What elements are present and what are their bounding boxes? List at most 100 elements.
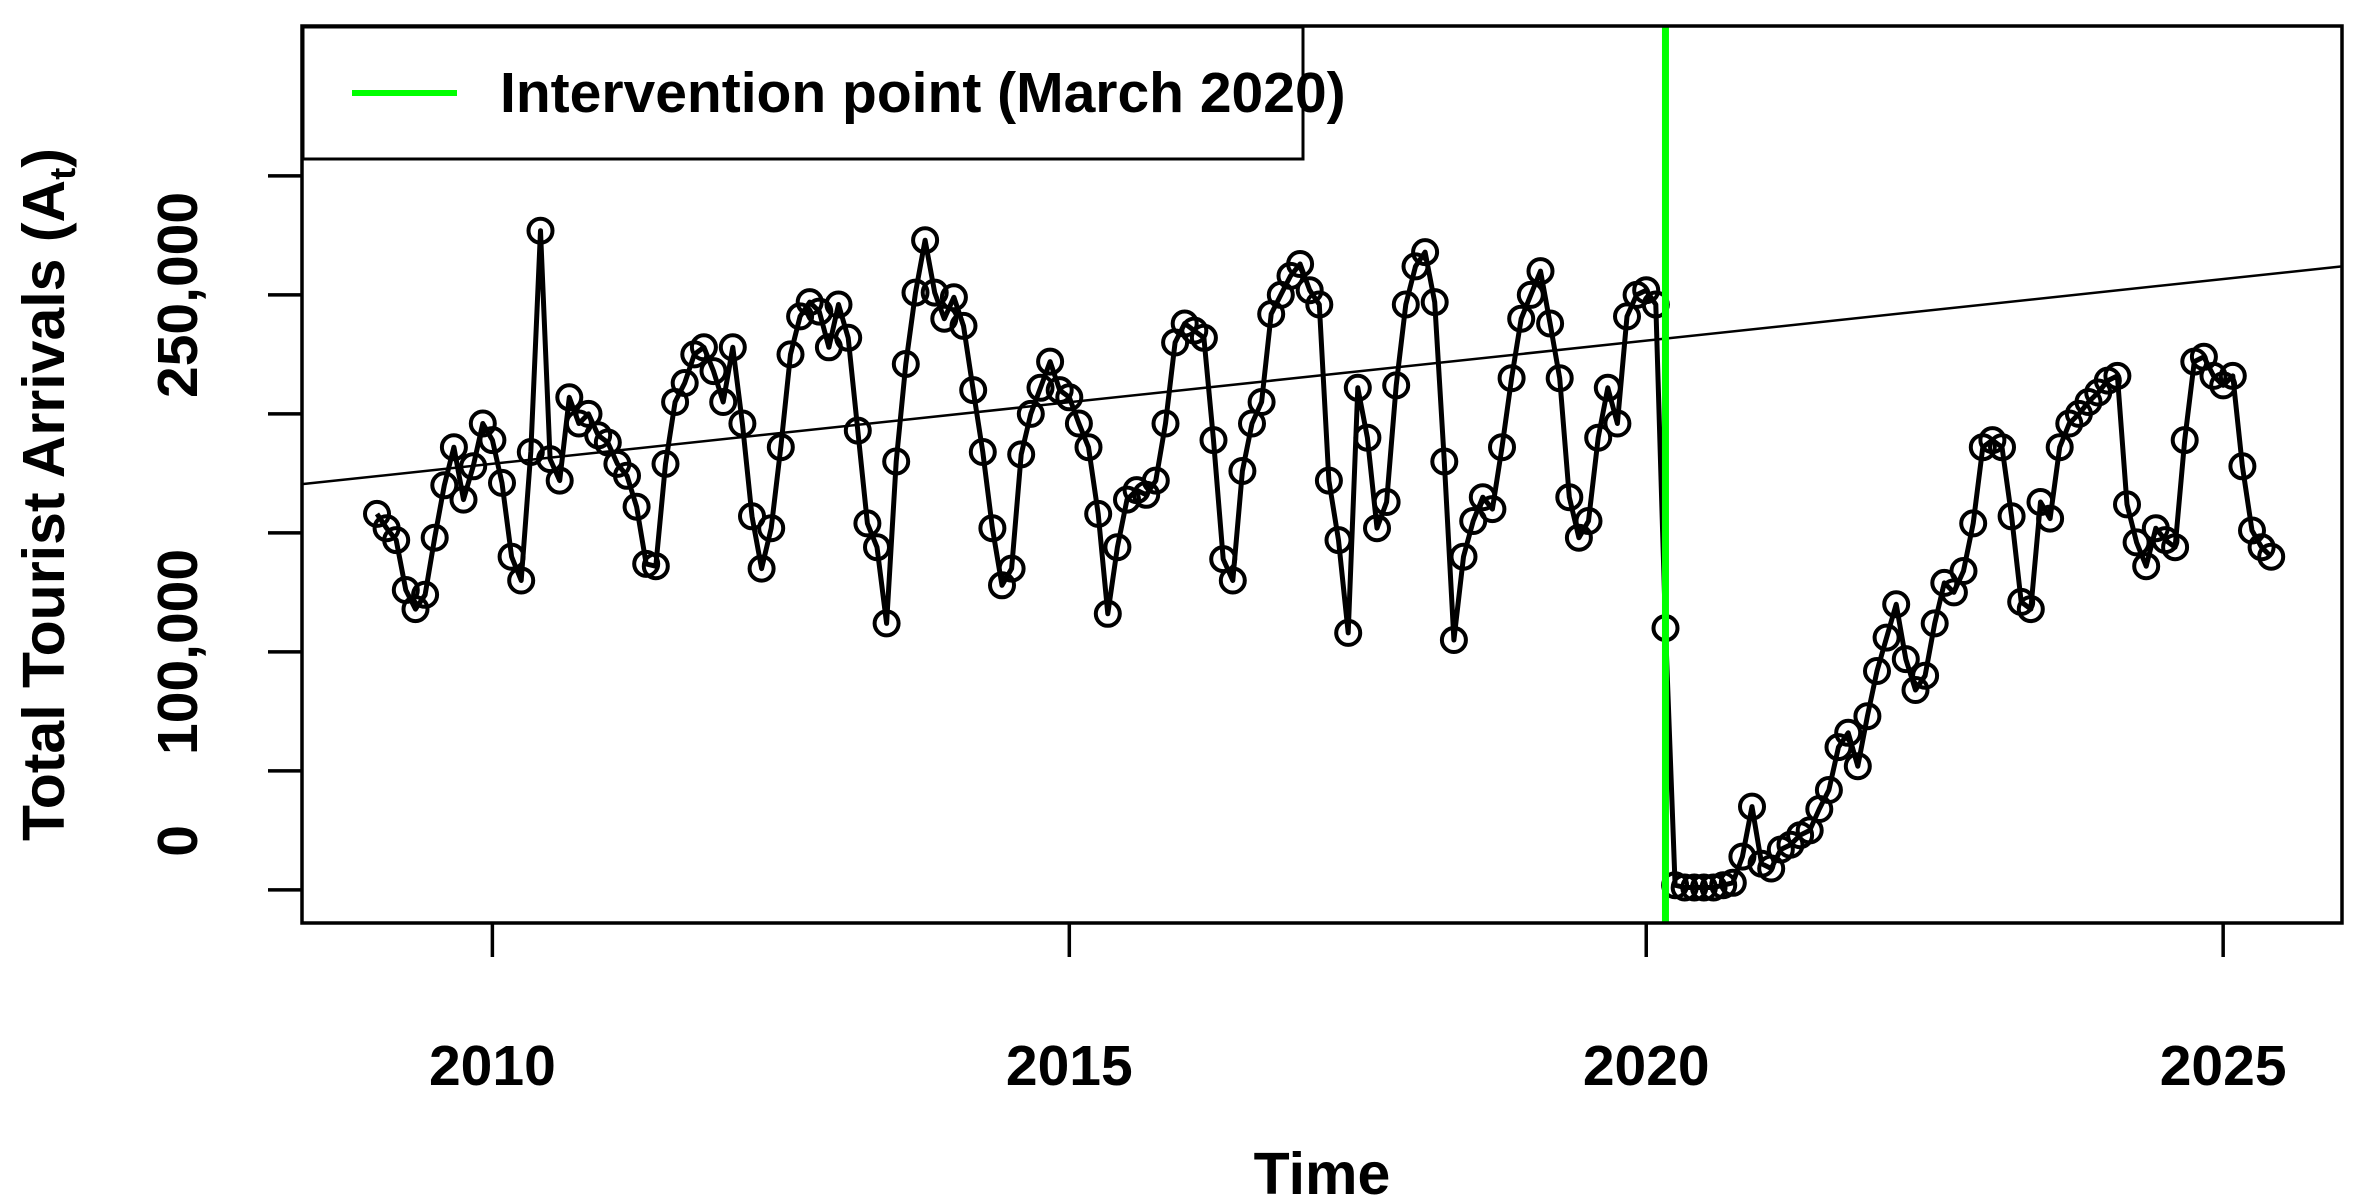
data-point-marker (1718, 868, 1747, 897)
data-point-marker (2209, 371, 2238, 400)
data-point-marker (1055, 383, 1084, 412)
data-point-marker (843, 416, 872, 445)
data-point-marker (411, 580, 440, 609)
data-point-marker (747, 554, 776, 583)
x-axis-tick-label: 2010 (429, 1034, 556, 1098)
data-point-marker (1439, 626, 1468, 654)
data-point-marker (1536, 309, 1565, 338)
data-point-marker (526, 216, 555, 245)
data-point-marker (911, 226, 940, 255)
data-point-marker (786, 302, 815, 331)
x-axis-tick-label: 2015 (1006, 1034, 1133, 1098)
data-point-marker (1689, 873, 1718, 902)
y-axis-title: Total Tourist Arrivals (At) (11, 148, 83, 841)
data-point-marker (2055, 409, 2084, 438)
data-point-marker (1901, 676, 1930, 704)
legend: Intervention point (March 2020) (301, 25, 1346, 161)
data-point-marker (1420, 288, 1449, 317)
data-point-marker (1449, 542, 1478, 571)
data-point-marker (459, 452, 488, 481)
data-point-marker (2257, 542, 2286, 571)
data-point-marker (2247, 533, 2276, 562)
data-point-marker (901, 278, 930, 307)
data-point-marker (959, 376, 988, 405)
data-point-marker (622, 492, 651, 521)
data-point-marker (1411, 238, 1440, 267)
data-point-marker (882, 447, 911, 476)
data-point-marker (2199, 361, 2228, 390)
data-point-marker (1026, 373, 1055, 402)
data-point-marker (2170, 426, 2199, 455)
data-point-marker (1084, 499, 1113, 528)
data-point-marker (1064, 409, 1093, 438)
x-axis-tick-label: 2025 (2160, 1034, 2287, 1098)
x-axis-tick-label: 2020 (1583, 1034, 1710, 1098)
data-point-marker (1872, 623, 1901, 652)
x-axis: 2010 2015 2020 2025 (429, 923, 2287, 1098)
data-point-marker (1863, 657, 1891, 685)
data-point-marker (401, 595, 430, 624)
data-point-marker (1997, 502, 2026, 531)
data-point-marker (488, 468, 516, 497)
legend-box (301, 25, 1305, 161)
data-point-marker (641, 552, 670, 581)
legend-label: Intervention point (March 2020) (500, 61, 1346, 125)
data-point-marker (449, 485, 478, 514)
data-point-marker (430, 471, 459, 500)
data-point-marker (507, 566, 536, 595)
y-axis-tick-label: 100,000 (146, 549, 210, 755)
data-point-marker (1430, 447, 1459, 476)
data-point-marker (1199, 426, 1228, 455)
data-point-marker (1324, 526, 1353, 555)
data-point-marker (1363, 514, 1391, 543)
data-point-marker (382, 526, 411, 555)
data-point-marker (1555, 483, 1584, 512)
data-point-marker (853, 509, 882, 538)
data-point-marker (1286, 250, 1315, 278)
data-point-marker (776, 340, 805, 369)
data-point-marker (670, 369, 699, 397)
data-point-marker (1574, 507, 1603, 535)
data-point-marker (555, 383, 584, 412)
data-point-marker (1016, 399, 1045, 428)
data-point-marker (1545, 364, 1574, 393)
data-point-marker (2161, 533, 2190, 562)
data-point-marker (1584, 423, 1613, 452)
data-point-marker (2103, 361, 2132, 390)
data-point-marker (1738, 792, 1766, 821)
data-point-marker (2036, 504, 2065, 533)
data-point-marker (1949, 557, 1978, 585)
data-point-marker (1334, 618, 1363, 647)
series-total-tourist-arrivals (363, 216, 2286, 902)
data-point-marker (1670, 873, 1699, 902)
data-point-marker (1632, 276, 1661, 305)
data-point-marker (1814, 776, 1843, 804)
data-point-marker (1074, 433, 1103, 462)
data-point-marker (1834, 718, 1863, 747)
data-point-marker (728, 409, 757, 438)
data-point-marker (1218, 566, 1247, 595)
data-point-marker (824, 290, 853, 319)
data-point-marker (795, 288, 824, 317)
data-point-marker (757, 514, 786, 543)
data-point-marker (1103, 533, 1132, 562)
data-point-marker (1382, 371, 1411, 400)
data-point-marker (1478, 495, 1507, 524)
data-point-marker (2132, 552, 2161, 581)
data-point-marker (1516, 280, 1545, 309)
data-point-marker (1988, 433, 2016, 462)
data-point-marker (545, 466, 574, 495)
data-point-marker (1391, 290, 1420, 319)
data-point-marker (891, 350, 920, 378)
data-point-marker (1314, 466, 1343, 495)
data-point-marker (1113, 485, 1141, 514)
data-point-marker (2016, 595, 2045, 624)
data-point-marker (968, 438, 997, 466)
data-point-marker (1353, 423, 1382, 452)
data-point-marker (613, 461, 641, 490)
data-point-marker (1488, 433, 1516, 462)
data-point-marker (1343, 373, 1372, 402)
data-point-marker (863, 533, 891, 562)
data-point-marker (1228, 457, 1257, 485)
data-point-marker (439, 433, 468, 462)
